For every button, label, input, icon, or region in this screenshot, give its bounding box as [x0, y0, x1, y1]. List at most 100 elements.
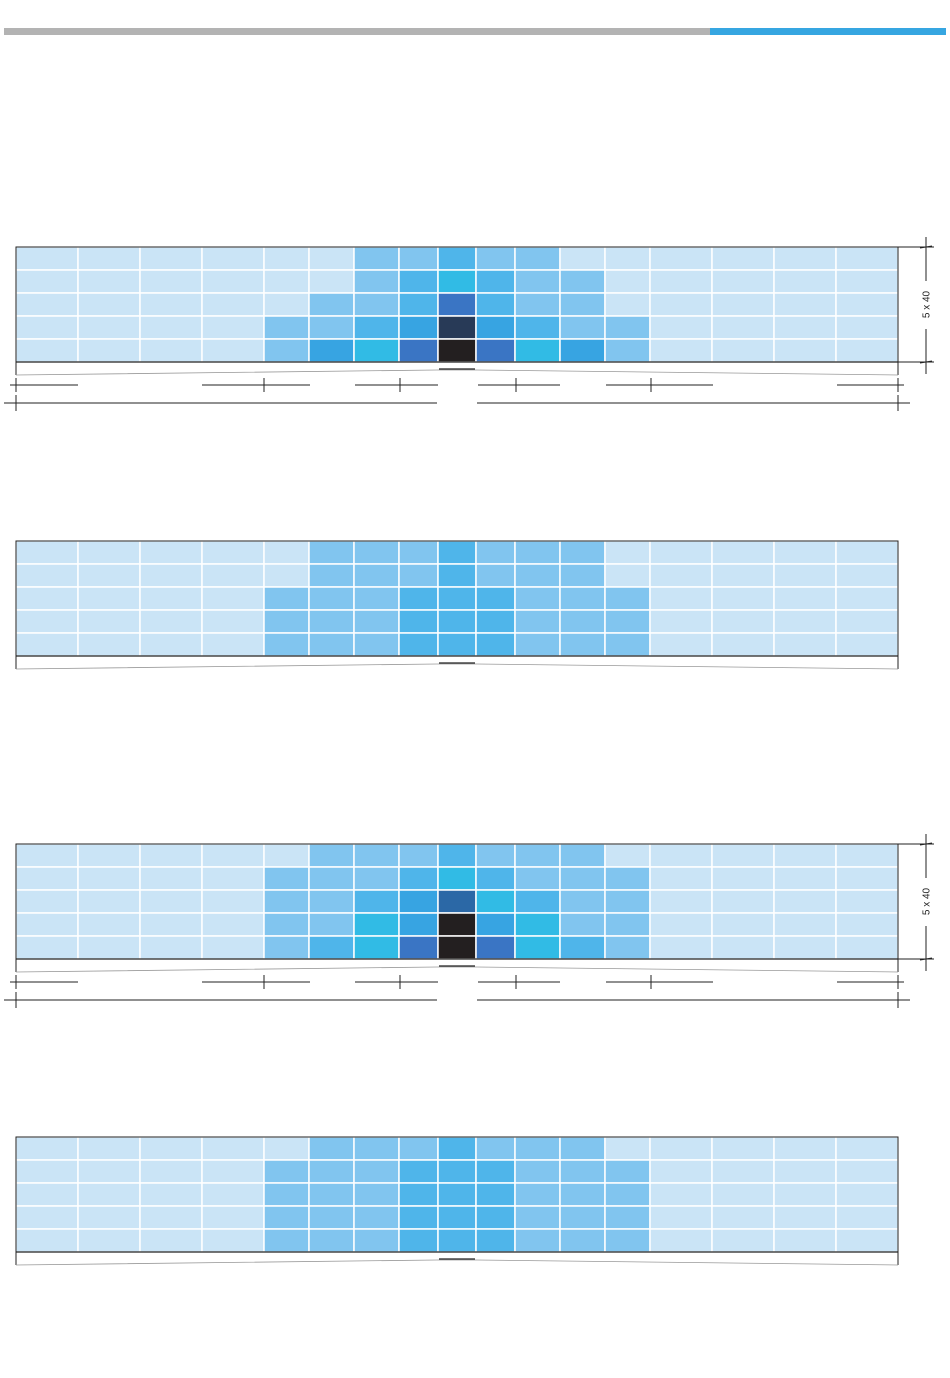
- grid-cell: [711, 1205, 775, 1230]
- grid-cell: [77, 843, 141, 868]
- grid-cell: [649, 315, 713, 340]
- grid-cell: [398, 935, 439, 960]
- grid-cell: [475, 315, 516, 340]
- grid-cell: [835, 292, 899, 317]
- vertical-dimension-tick-top: [919, 245, 933, 249]
- grid-cell: [139, 269, 203, 294]
- grid-cell: [77, 889, 141, 914]
- grid-cell: [559, 1182, 606, 1207]
- vertical-dimension-tick-top: [919, 842, 933, 846]
- grid-cell: [15, 1159, 79, 1184]
- grid-cell: [263, 1182, 310, 1207]
- grid-cell: [263, 540, 310, 565]
- grid-cell: [201, 1136, 265, 1161]
- grid-cell: [263, 586, 310, 611]
- grid-cell: [139, 1182, 203, 1207]
- grid-cell: [649, 563, 713, 588]
- grid-cell: [475, 586, 516, 611]
- grid-cell: [263, 269, 310, 294]
- grid-cell: [475, 246, 516, 271]
- grid-cell: [201, 269, 265, 294]
- grid-cell: [263, 563, 310, 588]
- cell-grid: [15, 1136, 899, 1253]
- grid-cell: [711, 563, 775, 588]
- grid-cell: [15, 889, 79, 914]
- grid-cell: [604, 866, 651, 891]
- grid-cell: [201, 632, 265, 657]
- grid-cell: [308, 1228, 355, 1253]
- grid-cell: [263, 315, 310, 340]
- grid-cell: [77, 292, 141, 317]
- grid-cell: [773, 609, 837, 634]
- grid-cell: [77, 586, 141, 611]
- grid-cell: [649, 1159, 713, 1184]
- grid-cell: [514, 292, 561, 317]
- grid-cell: [201, 889, 265, 914]
- base-strip: [15, 361, 899, 376]
- vertical-dimension-label-bg: [920, 281, 932, 329]
- grid-cell: [437, 292, 477, 317]
- grid-cell: [437, 889, 477, 914]
- grid-cell: [475, 889, 516, 914]
- grid-cell: [514, 632, 561, 657]
- grid-cell: [77, 632, 141, 657]
- grid-cell: [201, 246, 265, 271]
- grid-cell: [773, 540, 837, 565]
- cell-grid: [15, 540, 899, 657]
- grid-cell: [353, 1159, 400, 1184]
- grid-cell: [308, 540, 355, 565]
- grid-cell: [398, 1228, 439, 1253]
- grid-cell: [604, 315, 651, 340]
- grid-cell: [139, 1159, 203, 1184]
- grid-cell: [15, 586, 79, 611]
- grid-cell: [15, 1205, 79, 1230]
- grid-cell: [514, 246, 561, 271]
- grid-cell: [398, 1159, 439, 1184]
- grid-cell: [263, 1159, 310, 1184]
- grid-cell: [308, 563, 355, 588]
- grid-cell: [711, 292, 775, 317]
- grid-cell: [773, 1228, 837, 1253]
- grid-cell: [15, 1182, 79, 1207]
- grid-cell: [835, 935, 899, 960]
- grid-cell: [559, 843, 606, 868]
- grid-cell: [514, 843, 561, 868]
- grid-cell: [77, 1205, 141, 1230]
- vertical-dimension-tick-bottom: [919, 360, 933, 364]
- grid-cell: [711, 1159, 775, 1184]
- grid-cell: [15, 609, 79, 634]
- grid-cell: [308, 1182, 355, 1207]
- dimension-marks: 5 x 40: [4, 834, 934, 1008]
- grid-cell: [437, 843, 477, 868]
- grid-cell: [437, 338, 477, 363]
- grid-cell: [773, 866, 837, 891]
- grid-cell: [773, 246, 837, 271]
- grid-cell: [201, 292, 265, 317]
- grid-cell: [773, 1182, 837, 1207]
- grid-cell: [139, 540, 203, 565]
- grid-cell: [398, 1136, 439, 1161]
- grid-cell: [649, 586, 713, 611]
- grid-cell: [77, 338, 141, 363]
- grid-cell: [139, 889, 203, 914]
- grid-cell: [835, 1205, 899, 1230]
- grid-cell: [308, 609, 355, 634]
- grid-cell: [475, 1228, 516, 1253]
- grid-cell: [437, 1182, 477, 1207]
- grid-cell: [604, 563, 651, 588]
- grid-cell: [604, 843, 651, 868]
- grid-cell: [711, 315, 775, 340]
- grid-cell: [559, 292, 606, 317]
- grid-cell: [649, 609, 713, 634]
- grid-cell: [475, 269, 516, 294]
- grid-cell: [308, 889, 355, 914]
- grid-cell: [15, 1136, 79, 1161]
- grid-cell: [514, 1159, 561, 1184]
- grid-cell: [201, 912, 265, 937]
- grid-cell: [398, 269, 439, 294]
- grid-cell: [475, 1205, 516, 1230]
- grid-cell: [437, 1136, 477, 1161]
- grid-cell: [201, 1159, 265, 1184]
- grid-cell: [835, 586, 899, 611]
- grid-cell: [437, 1205, 477, 1230]
